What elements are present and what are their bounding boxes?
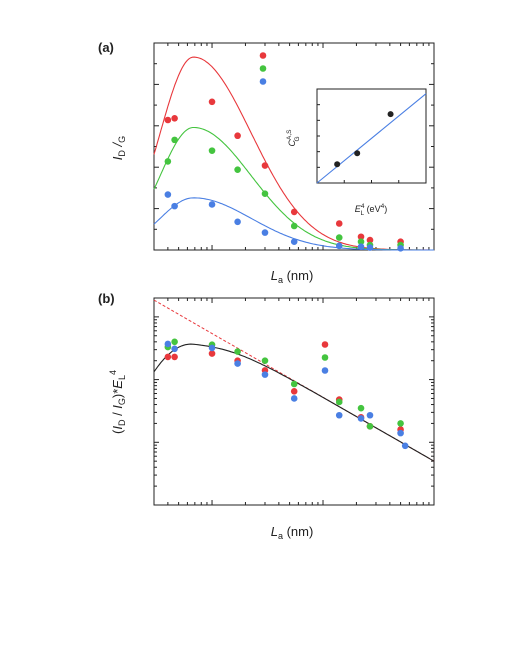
panel-b-legend	[321, 341, 329, 374]
panel-b-frame	[153, 297, 435, 506]
panel-b-point	[171, 338, 178, 346]
panel-a-point	[335, 234, 343, 241]
inset-fit-line-segment	[316, 93, 427, 184]
panel-a-point	[366, 244, 374, 251]
panel-b-legend-marker	[321, 341, 329, 348]
panel-a-point	[366, 236, 374, 244]
panel-a: (a) La (nm) ID /G E4 L (eV4) CA,SG	[98, 40, 435, 285]
panel-a-y-axis-label: ID /G	[110, 136, 127, 160]
panel-b-y-axis-label: (ID / IG)*EL4	[108, 370, 127, 434]
panel-b-points	[164, 338, 409, 450]
panel-a-point	[164, 116, 172, 124]
panel-b-label: (b)	[98, 291, 115, 306]
inset-x-axis-label: E4 L (eV4)	[355, 203, 387, 217]
panel-a-points	[164, 98, 404, 252]
panel-a-point	[261, 229, 269, 236]
panel-b-axes	[153, 297, 435, 506]
panel-a-label: (a)	[98, 40, 114, 55]
inset-points	[334, 111, 394, 168]
panel-b-point	[401, 442, 409, 450]
panel-b-fit-curves	[153, 299, 435, 462]
panel-b-point	[261, 357, 269, 365]
panel-a-point	[357, 238, 365, 246]
panel-a-point	[164, 191, 172, 198]
panel-a-point	[208, 201, 216, 208]
panel-a-point	[335, 220, 343, 227]
panel-a-point	[397, 245, 404, 252]
panel-a-point	[290, 238, 298, 246]
inset-point	[387, 111, 394, 118]
panel-a-legend-marker	[259, 78, 267, 85]
panel-a-point	[171, 136, 178, 144]
panel-a-legend	[259, 52, 267, 85]
panel-b-point	[366, 411, 374, 419]
panel-a-point	[335, 242, 343, 250]
inset-point	[354, 150, 361, 157]
panel-a-point	[164, 158, 172, 165]
panel-a-point	[234, 132, 241, 140]
panel-b-point	[164, 340, 172, 348]
panel-a-point	[290, 222, 298, 230]
panel-a-point	[261, 162, 269, 169]
panel-a-legend-marker	[259, 65, 267, 72]
panel-b-point	[234, 360, 241, 367]
panel-b-point	[234, 348, 241, 355]
panel-b-point	[261, 371, 269, 378]
panel-b: (b) La (nm) (ID / IG)*EL4	[98, 291, 435, 541]
panel-b-point	[290, 388, 298, 395]
panel-a-point	[208, 147, 216, 154]
panel-a-x-axis-label: La (nm)	[271, 268, 314, 285]
panel-a-point	[234, 166, 241, 173]
panel-b-legend-marker	[321, 354, 329, 361]
panel-b-point	[397, 420, 404, 427]
panel-a-point	[357, 243, 365, 250]
panel-a-point	[234, 218, 241, 226]
inset-y-axis-label: CA,SG	[286, 129, 301, 147]
panel-b-point	[208, 350, 216, 357]
panel-b-x-axis-label: La (nm)	[271, 524, 314, 541]
inset: E4 L (eV4) CA,SG	[286, 88, 427, 217]
panel-b-point	[357, 404, 365, 412]
panel-b-point	[366, 422, 374, 430]
inset-point	[334, 161, 341, 168]
panel-b-legend-marker	[321, 367, 329, 374]
panel-a-point	[171, 115, 178, 122]
inset-fit-line	[316, 93, 427, 184]
panel-a-legend-marker	[259, 52, 267, 59]
panel-a-point	[171, 202, 178, 210]
panel-b-point	[171, 345, 178, 353]
panel-b-point	[171, 353, 178, 361]
panel-b-point	[357, 415, 365, 422]
panel-b-point	[290, 395, 298, 402]
panel-a-point	[261, 190, 269, 197]
panel-a-point	[290, 208, 298, 216]
panel-b-point	[290, 380, 298, 388]
panel-b-point	[335, 398, 343, 406]
panel-b-point	[335, 411, 343, 419]
panel-b-point	[164, 353, 172, 361]
panel-b-fit-curve	[153, 343, 435, 462]
panel-b-point	[208, 344, 216, 352]
panel-b-point	[397, 429, 404, 437]
panel-a-point	[357, 233, 365, 241]
panel-a-point	[208, 98, 216, 106]
